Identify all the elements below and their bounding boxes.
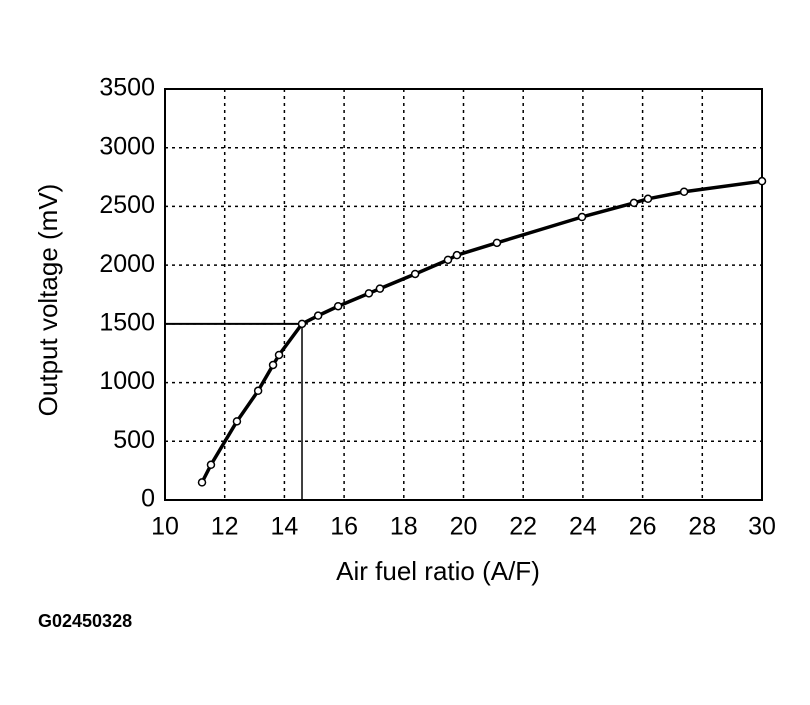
data-point xyxy=(452,250,462,260)
y-tick-label: 3000 xyxy=(99,132,155,160)
y-tick-label: 1000 xyxy=(99,367,155,395)
x-tick-label: 18 xyxy=(390,513,418,541)
y-tick-label: 3500 xyxy=(99,74,155,102)
x-tick-label: 24 xyxy=(569,513,597,541)
x-tick-label: 28 xyxy=(688,513,716,541)
data-point xyxy=(232,417,242,426)
x-tick-label: 16 xyxy=(330,513,358,541)
data-point xyxy=(410,269,420,279)
y-tick-label: 500 xyxy=(113,426,155,454)
y-tick-label: 2000 xyxy=(99,250,155,278)
data-point xyxy=(643,194,653,204)
x-tick-label: 20 xyxy=(450,513,478,541)
data-point xyxy=(268,360,278,370)
data-point xyxy=(492,238,502,248)
y-tick-label: 0 xyxy=(141,485,155,513)
caption: G02450328 xyxy=(38,611,132,631)
data-point xyxy=(333,301,343,311)
y-tick-label: 2500 xyxy=(99,191,155,219)
data-point xyxy=(629,198,639,208)
data-point xyxy=(313,311,323,320)
data-point xyxy=(253,386,263,396)
x-tick-label: 26 xyxy=(629,513,657,541)
data-line xyxy=(200,179,763,484)
data-point xyxy=(443,255,453,265)
data-point xyxy=(274,350,284,360)
data-point xyxy=(375,284,385,293)
data-point xyxy=(757,176,767,186)
x-tick-label: 22 xyxy=(509,513,537,541)
y-axis-title: Output voltage (mV) xyxy=(33,184,63,417)
x-tick-label: 12 xyxy=(211,513,239,541)
plot-frame xyxy=(164,88,763,501)
x-tick-label: 10 xyxy=(151,513,179,541)
data-point xyxy=(297,319,307,329)
x-tick-label: 14 xyxy=(270,513,298,541)
data-point xyxy=(577,212,587,222)
data-point xyxy=(206,460,216,470)
x-tick-label: 30 xyxy=(748,513,776,541)
data-point xyxy=(364,289,374,298)
data-point xyxy=(679,187,689,196)
data-point xyxy=(197,478,207,487)
y-tick-label: 1500 xyxy=(99,308,155,336)
x-axis-title: Air fuel ratio (A/F) xyxy=(336,556,540,586)
